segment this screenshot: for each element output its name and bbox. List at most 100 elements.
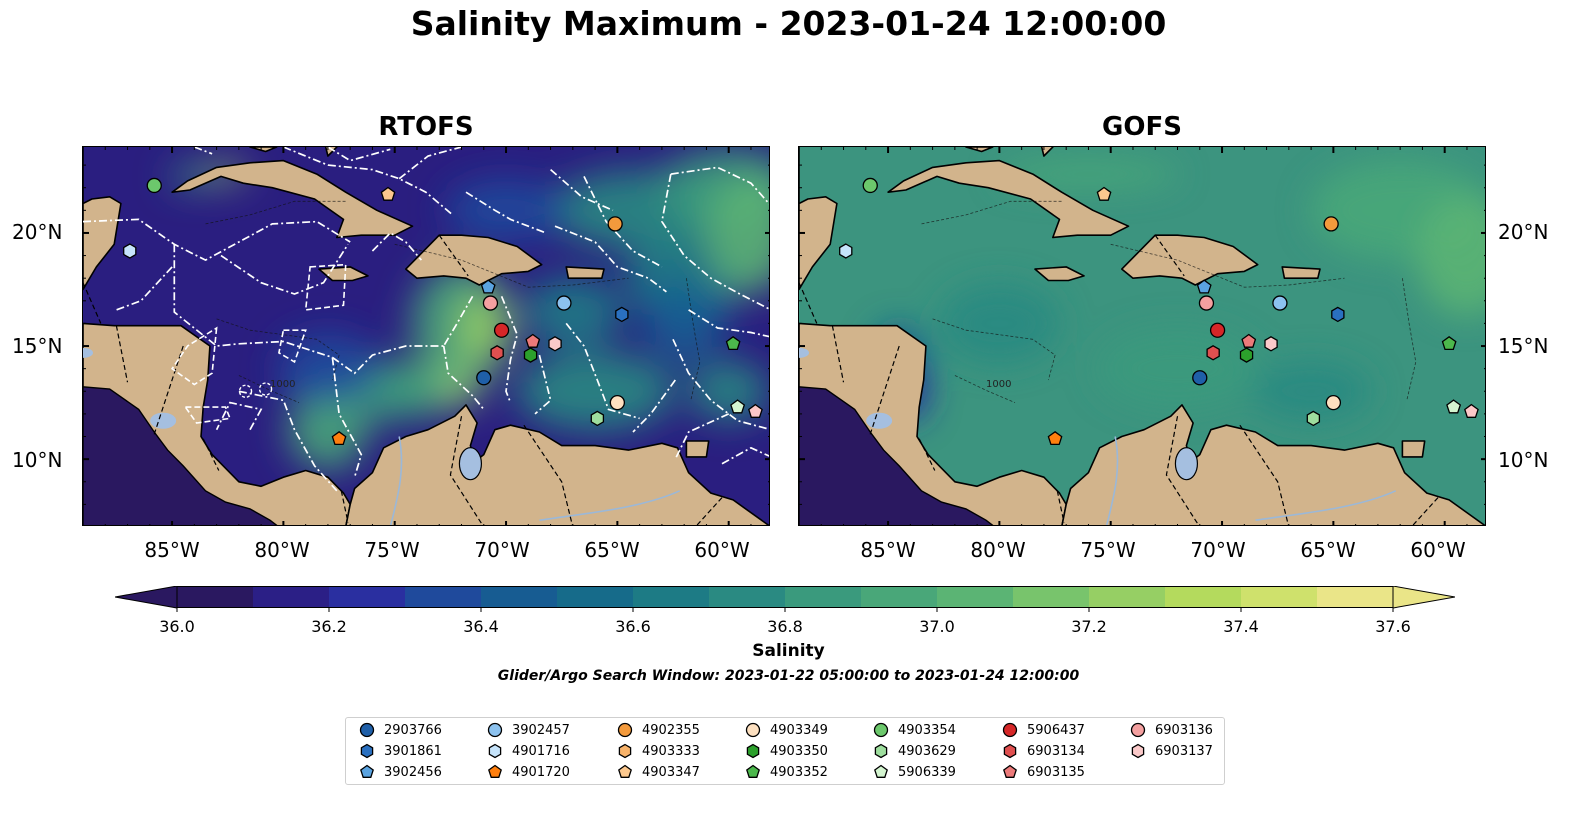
float-4903349[interactable] — [1325, 394, 1342, 411]
legend-item-3901861: 3901861 — [358, 741, 442, 761]
bathymetry-contour — [205, 200, 346, 225]
eez-line — [583, 176, 663, 268]
hexagon-marker-icon — [1131, 743, 1145, 759]
legend-item-6903135: 6903135 — [1001, 762, 1085, 782]
float-extra[interactable] — [1464, 403, 1479, 418]
float-6903137[interactable] — [1264, 336, 1278, 352]
land-bahamas — [324, 147, 338, 157]
colorbar-swatch — [329, 586, 406, 608]
figure-title: Salinity Maximum - 2023-01-24 12:00:00 — [410, 4, 1167, 43]
bathymetry-contour — [238, 375, 300, 403]
country-border — [1154, 234, 1185, 277]
bathymetry-contour — [216, 318, 340, 381]
float-6903135[interactable] — [525, 333, 541, 348]
float-4903349[interactable] — [609, 394, 626, 411]
legend-label: 4901716 — [512, 743, 570, 759]
float-4903629[interactable] — [590, 410, 605, 427]
colorbar-swatch — [481, 586, 558, 608]
float-4903354[interactable] — [862, 177, 878, 194]
colorbar-tick-label: 37.6 — [1375, 617, 1411, 636]
legend-label: 3902456 — [384, 764, 442, 780]
float-4902355[interactable] — [1323, 216, 1339, 232]
land-trinidad — [685, 440, 710, 458]
float-3902456[interactable] — [480, 279, 496, 294]
legend-label: 4902355 — [642, 722, 700, 738]
eez-line — [238, 340, 444, 375]
float-4903350[interactable] — [523, 347, 538, 363]
float-3902457[interactable] — [556, 295, 572, 311]
legend-item-3902457: 3902457 — [486, 720, 570, 740]
float-4903352[interactable] — [1441, 335, 1457, 351]
float-6903136[interactable] — [1198, 295, 1215, 311]
eez-line — [661, 173, 769, 310]
float-6903137[interactable] — [548, 336, 562, 352]
legend-label: 4901720 — [512, 764, 570, 780]
lon-label-65w: 65°W — [1300, 538, 1356, 562]
eez-line — [688, 309, 769, 338]
colorbar-tick-label: 36.2 — [311, 617, 347, 636]
lat-label-left-20: 20°N — [12, 220, 63, 244]
legend-label: 5906339 — [898, 764, 956, 780]
country-border — [1412, 497, 1439, 525]
float-5906339[interactable] — [730, 399, 746, 414]
float-5906339[interactable] — [1446, 399, 1462, 414]
float-2903766[interactable] — [1192, 370, 1208, 386]
pentagon-marker-icon — [1003, 764, 1017, 778]
eez-line — [534, 354, 552, 415]
float-3901861[interactable] — [1331, 306, 1345, 323]
float-4903347[interactable] — [380, 186, 396, 201]
country-border — [696, 497, 723, 525]
legend-label: 4903629 — [898, 743, 956, 759]
land-yucatan — [799, 147, 838, 291]
eez-line — [500, 295, 519, 403]
legend-label: 6903134 — [1027, 743, 1085, 759]
float-4903352[interactable] — [725, 335, 741, 351]
eez-line — [327, 147, 391, 162]
float-6903136[interactable] — [482, 295, 499, 311]
float-5906437[interactable] — [493, 322, 510, 338]
float-4901716[interactable] — [839, 243, 853, 259]
map-rtofs[interactable]: 1000 — [82, 146, 770, 526]
float-3901861[interactable] — [615, 306, 629, 323]
float-4901716[interactable] — [123, 243, 137, 259]
colorbar-extend-low — [115, 586, 178, 609]
float-6903134[interactable] — [490, 345, 504, 361]
float-4903350[interactable] — [1239, 347, 1254, 363]
float-4902355[interactable] — [607, 216, 623, 232]
colorbar-swatch — [861, 586, 938, 608]
colorbar-swatch — [557, 586, 634, 608]
legend-label: 4903354 — [898, 722, 956, 738]
lon-label-85w: 85°W — [860, 538, 916, 562]
float-2903766[interactable] — [476, 370, 492, 386]
bathymetry-contour — [932, 318, 1056, 381]
lon-label-75w: 75°W — [364, 538, 420, 562]
float-markers — [123, 177, 763, 446]
lake-nicaragua — [866, 412, 893, 429]
float-4901720[interactable] — [331, 430, 347, 446]
float-4903347[interactable] — [1096, 186, 1112, 201]
eez-line — [371, 231, 423, 261]
float-extra[interactable] — [748, 403, 763, 418]
country-border — [918, 438, 936, 471]
eez-line — [220, 243, 349, 295]
float-6903134[interactable] — [1206, 345, 1220, 361]
bathymetry-contour — [954, 375, 1016, 403]
map-gofs[interactable]: 1000 — [798, 146, 1486, 526]
float-4901720[interactable] — [1047, 430, 1063, 446]
float-3902457[interactable] — [1272, 295, 1288, 311]
legend-label: 3901861 — [384, 743, 442, 759]
pacific-coast — [83, 386, 278, 525]
float-4903629[interactable] — [1306, 410, 1321, 427]
float-6903135[interactable] — [1241, 333, 1257, 348]
eez-line — [442, 295, 474, 347]
legend-item-5906339: 5906339 — [872, 762, 956, 782]
float-4903354[interactable] — [146, 177, 162, 194]
legend-item-4902355: 4902355 — [616, 720, 700, 740]
float-5906437[interactable] — [1209, 322, 1226, 338]
legend-label: 6903136 — [1155, 722, 1213, 738]
float-3902456[interactable] — [1196, 279, 1212, 294]
eez-line — [565, 322, 640, 420]
land-cuba — [171, 159, 414, 239]
lon-label-60w: 60°W — [1410, 538, 1466, 562]
lake-maracaibo — [1174, 447, 1199, 481]
